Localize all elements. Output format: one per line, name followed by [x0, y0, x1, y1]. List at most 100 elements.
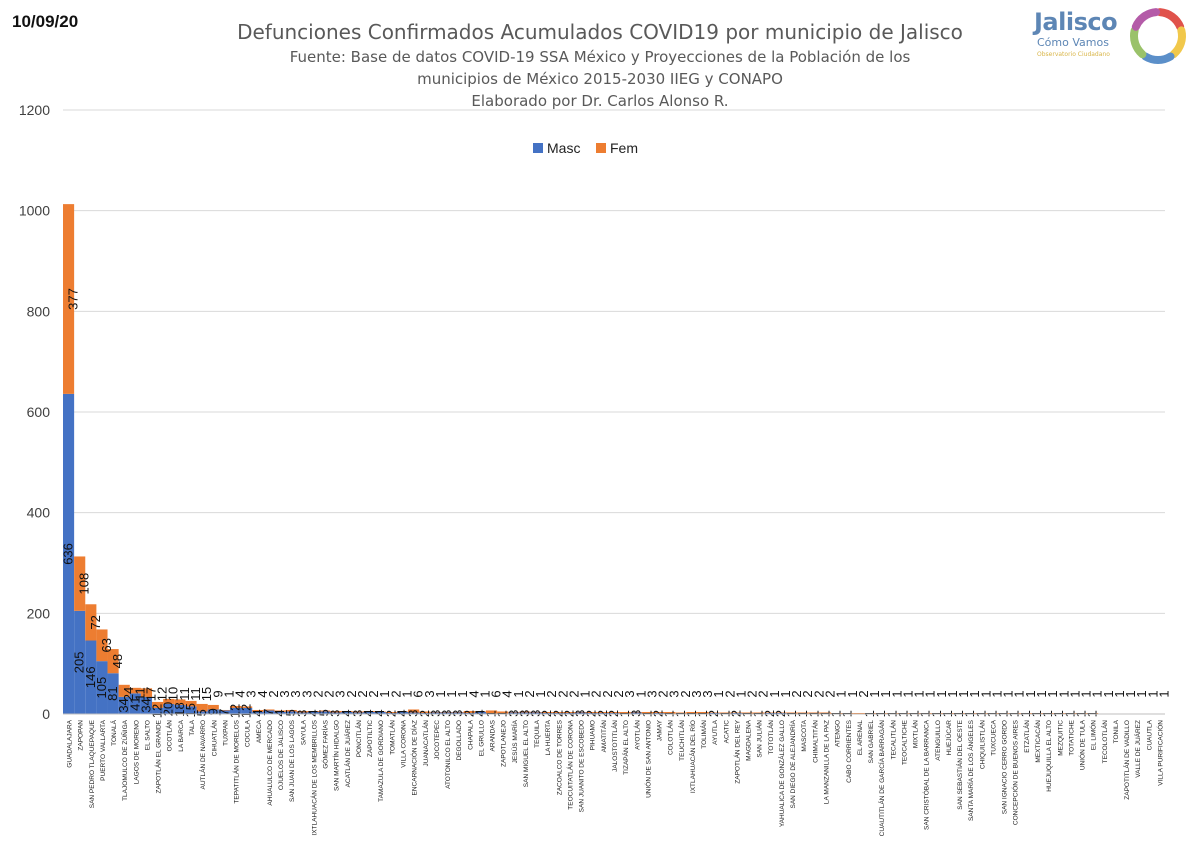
bar-fem — [775, 712, 787, 713]
data-label-fem: 2 — [678, 690, 693, 697]
data-label-masc: 4 — [372, 709, 387, 716]
x-tick-label: AMECA — [256, 719, 263, 743]
x-tick-label: AHUALULCO DE MERCADO — [267, 720, 274, 806]
x-tick-label: UNIÓN DE SAN ANTONIO — [643, 720, 652, 798]
bar-masc — [118, 696, 130, 714]
data-label-fem: 1 — [945, 690, 960, 697]
data-label-masc: 12 — [239, 704, 254, 718]
bar-fem — [85, 604, 97, 641]
x-tick-label: VILLA PURIFICACIÓN — [1155, 720, 1164, 786]
data-labels: 6363772051081467210563814834244111341712… — [61, 288, 1172, 718]
bar-fem — [352, 711, 364, 713]
data-label-fem: 2 — [388, 690, 403, 697]
x-tick-label: COLOTLÁN — [666, 720, 675, 755]
bar-fem — [897, 712, 909, 714]
data-label-fem: 1 — [1090, 690, 1105, 697]
bar-fem — [185, 700, 197, 707]
y-tick-label: 800 — [27, 303, 51, 319]
legend: Masc Fem — [533, 140, 638, 156]
bar-fem — [586, 711, 598, 713]
data-label-fem: 1 — [989, 690, 1004, 697]
bar-masc — [463, 712, 475, 714]
bar-masc — [408, 712, 420, 714]
bar-masc — [374, 711, 386, 714]
data-label-fem: 1 — [1001, 690, 1016, 697]
x-tick-label: SAN DIEGO DE ALEJANDRÍA — [788, 719, 797, 808]
x-tick-label: ENCARNACIÓN DE DÍAZ — [410, 720, 419, 796]
data-label-masc: 5 — [317, 709, 332, 716]
data-label-masc: 7 — [261, 709, 276, 716]
data-label-fem: 1 — [1034, 690, 1049, 697]
bar-fem — [307, 710, 320, 712]
x-tick-label: TUXCUECA — [990, 719, 997, 755]
bar-fem — [664, 711, 676, 714]
data-label-fem: 1 — [889, 690, 904, 697]
y-tick-label: 600 — [27, 404, 51, 420]
data-label-masc: 34 — [116, 698, 131, 712]
bar-masc — [575, 712, 587, 714]
data-label-masc: 2 — [651, 710, 666, 717]
x-tick-label: TOTOTLÁN — [766, 720, 775, 755]
data-label-fem: 2 — [822, 690, 837, 697]
logo-ring-segment — [1155, 8, 1185, 31]
x-tick-label: LA HUERTA — [545, 719, 552, 755]
bar-fem — [630, 711, 642, 713]
bar-fem — [1031, 712, 1043, 714]
bar-fem — [497, 711, 509, 714]
bar-fem — [686, 711, 698, 714]
x-tick-label: LA MANZANILLA DE LA PAZ — [823, 720, 830, 804]
x-tick-label: MEXTICACÁN — [1033, 720, 1042, 763]
bar-fem — [363, 710, 375, 712]
x-tick-label: SAN MIGUEL EL ALTO — [523, 720, 530, 787]
logo-ring-segment — [1141, 52, 1175, 64]
bar-fem — [207, 704, 219, 710]
bar-fem — [541, 711, 553, 713]
x-tick-label: ZAPOTITLÁN DE VADILLO — [1122, 720, 1131, 800]
bar-masc — [241, 707, 253, 714]
bar-fem — [374, 711, 386, 712]
bar-masc — [152, 707, 164, 714]
bar-masc — [74, 610, 86, 714]
data-label-masc: 2 — [383, 710, 398, 717]
bar-fem — [452, 711, 464, 713]
data-label-fem: 2 — [366, 690, 381, 697]
bar-fem — [1042, 712, 1054, 714]
x-tick-label: CHIMALTITÁN — [810, 720, 819, 763]
data-label-fem: 2 — [555, 690, 570, 697]
bar-fem — [1053, 712, 1065, 714]
bar-masc — [396, 711, 409, 714]
bar-fem — [140, 688, 153, 697]
bar-fem — [463, 710, 475, 713]
data-label-masc: 12 — [228, 704, 243, 718]
data-label-fem: 1 — [444, 690, 459, 697]
bar-fem — [575, 711, 587, 713]
y-tick-label: 1000 — [19, 203, 50, 219]
x-tick-label: SAN JULIÁN — [755, 720, 764, 758]
x-tick-label: TEOCUITATLÁN DE CORONA — [565, 719, 574, 809]
data-label-masc: 41 — [127, 696, 142, 710]
bar-fem — [742, 712, 754, 714]
x-tick-label: ZAPOPAN — [78, 720, 85, 751]
data-label-fem: 1 — [733, 690, 748, 697]
x-tick-label: ZAPOTLANEJO — [501, 720, 508, 767]
x-tick-label: VILLA CORONA — [401, 719, 408, 767]
bar-fem — [886, 712, 898, 714]
bar-fem — [808, 712, 820, 714]
data-label-fem: 1 — [1123, 690, 1138, 697]
x-tick-label: PUERTO VALLARTA — [100, 719, 107, 780]
data-label-fem: 2 — [800, 690, 815, 697]
data-label-fem: 1 — [1134, 690, 1149, 697]
data-label-fem: 2 — [322, 690, 337, 697]
x-tick-label: JESÚS MARÍA — [510, 719, 519, 763]
data-label-fem: 11 — [132, 687, 147, 701]
bar-fem — [341, 710, 353, 712]
data-label-fem: 10 — [166, 687, 181, 701]
data-label-fem: 1 — [633, 690, 648, 697]
x-tick-label: DEGOLLADO — [456, 720, 463, 760]
y-tick-label: 0 — [42, 706, 50, 722]
x-tick-label: TEPATITLÁN DE MORELOS — [232, 719, 241, 803]
logo-ring-segment — [1131, 8, 1161, 31]
x-tick-label: TOMATLÁN — [387, 720, 396, 755]
bar-masc — [296, 712, 308, 714]
data-label-fem: 3 — [622, 690, 637, 697]
